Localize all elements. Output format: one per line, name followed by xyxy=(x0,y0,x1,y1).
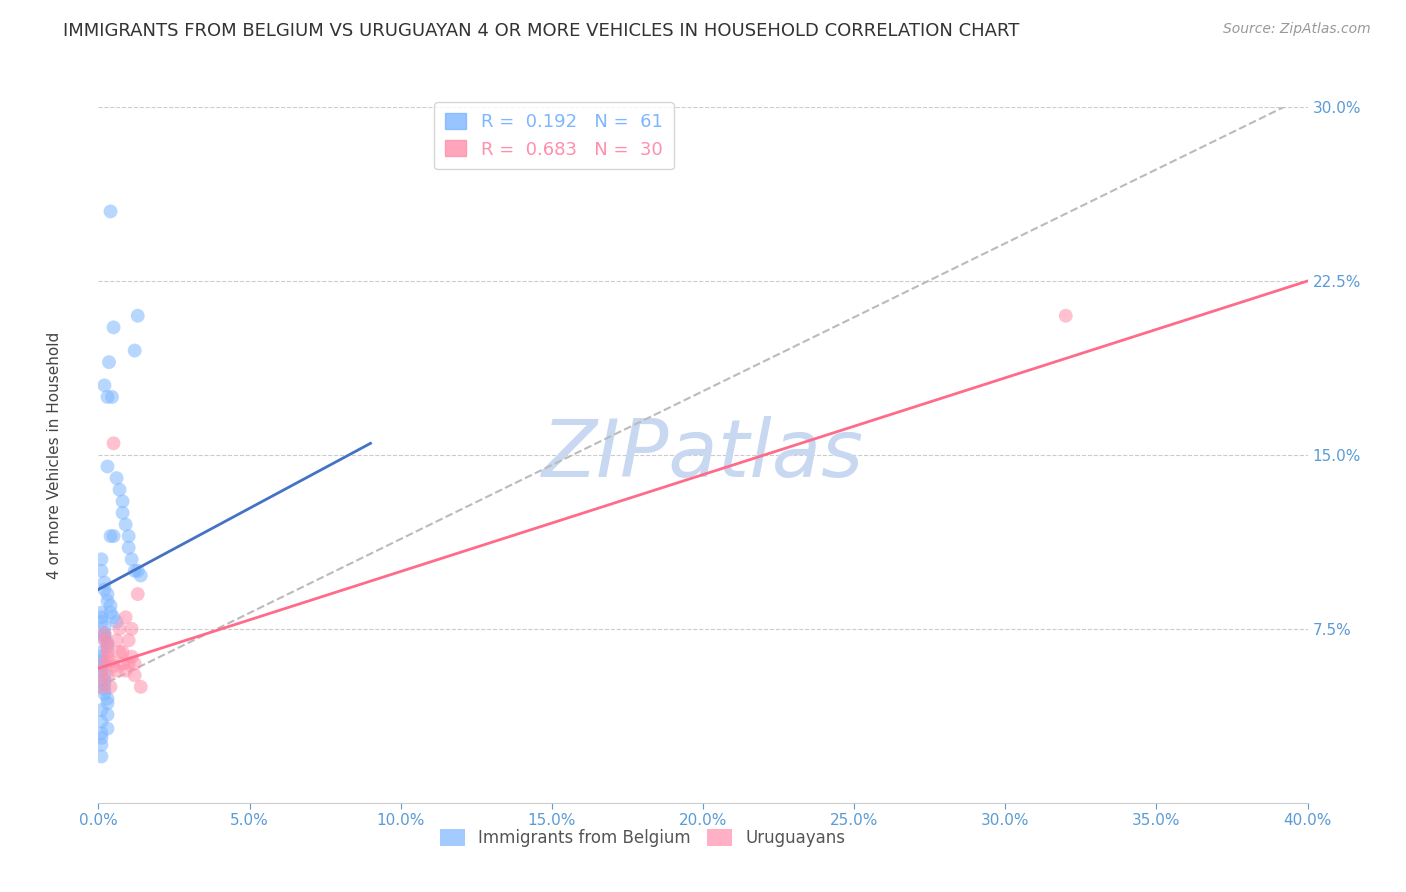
Point xyxy=(90,726,112,740)
Text: IMMIGRANTS FROM BELGIUM VS URUGUAYAN 4 OR MORE VEHICLES IN HOUSEHOLD CORRELATION: IMMIGRANTS FROM BELGIUM VS URUGUAYAN 4 O… xyxy=(63,22,1019,40)
Point xyxy=(121,622,143,636)
Point xyxy=(93,668,115,682)
Point xyxy=(105,664,128,678)
Point xyxy=(90,649,112,664)
Point xyxy=(108,483,131,497)
Point xyxy=(96,636,118,650)
Point xyxy=(96,587,118,601)
Point xyxy=(96,691,118,706)
Point xyxy=(90,659,112,673)
Point xyxy=(1054,309,1077,323)
Point xyxy=(93,633,115,648)
Point xyxy=(114,610,136,624)
Point xyxy=(90,564,112,578)
Point xyxy=(114,517,136,532)
Point xyxy=(100,204,122,219)
Point xyxy=(93,682,115,697)
Point xyxy=(127,587,149,601)
Point xyxy=(96,707,118,722)
Point xyxy=(90,552,112,566)
Point xyxy=(103,320,125,334)
Point xyxy=(103,529,125,543)
Point xyxy=(96,390,118,404)
Point xyxy=(93,657,115,671)
Point xyxy=(108,645,131,659)
Point xyxy=(100,680,122,694)
Point xyxy=(108,622,131,636)
Point xyxy=(90,703,112,717)
Point xyxy=(124,657,146,671)
Point xyxy=(93,677,115,691)
Point xyxy=(111,506,134,520)
Point xyxy=(100,654,122,668)
Point xyxy=(129,568,152,582)
Point xyxy=(124,668,146,682)
Point xyxy=(100,529,122,543)
Point xyxy=(105,615,128,629)
Point xyxy=(90,749,112,764)
Point xyxy=(105,471,128,485)
Y-axis label: 4 or more Vehicles in Household: 4 or more Vehicles in Household xyxy=(48,331,62,579)
Point xyxy=(103,659,125,673)
Point xyxy=(90,664,112,678)
Point xyxy=(121,649,143,664)
Point xyxy=(118,633,141,648)
Point xyxy=(96,649,118,664)
Point xyxy=(111,645,134,659)
Point xyxy=(127,309,149,323)
Point xyxy=(90,680,112,694)
Point xyxy=(100,599,122,613)
Point xyxy=(96,459,118,474)
Point xyxy=(124,564,146,578)
Point xyxy=(90,738,112,752)
Point xyxy=(93,582,115,597)
Point xyxy=(98,355,121,369)
Point xyxy=(90,714,112,729)
Point xyxy=(90,668,112,682)
Point xyxy=(96,594,118,608)
Point xyxy=(90,731,112,745)
Point xyxy=(93,626,115,640)
Point xyxy=(103,436,125,450)
Point xyxy=(101,390,124,404)
Point xyxy=(96,640,118,655)
Point xyxy=(105,633,128,648)
Point xyxy=(96,722,118,736)
Point xyxy=(93,575,115,590)
Point xyxy=(127,564,149,578)
Point xyxy=(90,645,112,659)
Point xyxy=(93,673,115,687)
Point xyxy=(96,696,118,710)
Point xyxy=(96,638,118,652)
Point xyxy=(121,552,143,566)
Point xyxy=(118,541,141,555)
Point xyxy=(93,626,115,640)
Point xyxy=(111,657,134,671)
Point xyxy=(90,606,112,620)
Point xyxy=(93,619,115,633)
Point xyxy=(129,680,152,694)
Point xyxy=(118,657,141,671)
Point xyxy=(90,610,112,624)
Point xyxy=(96,668,118,682)
Point xyxy=(124,343,146,358)
Point xyxy=(93,378,115,392)
Text: Source: ZipAtlas.com: Source: ZipAtlas.com xyxy=(1223,22,1371,37)
Point xyxy=(114,664,136,678)
Point xyxy=(93,631,115,645)
Point xyxy=(103,610,125,624)
Point xyxy=(118,529,141,543)
Legend: Immigrants from Belgium, Uruguayans: Immigrants from Belgium, Uruguayans xyxy=(433,822,852,854)
Point xyxy=(100,606,122,620)
Point xyxy=(90,654,112,668)
Point xyxy=(111,494,134,508)
Point xyxy=(93,687,115,701)
Text: ZIPatlas: ZIPatlas xyxy=(541,416,865,494)
Point xyxy=(93,629,115,643)
Point xyxy=(90,615,112,629)
Point xyxy=(96,645,118,659)
